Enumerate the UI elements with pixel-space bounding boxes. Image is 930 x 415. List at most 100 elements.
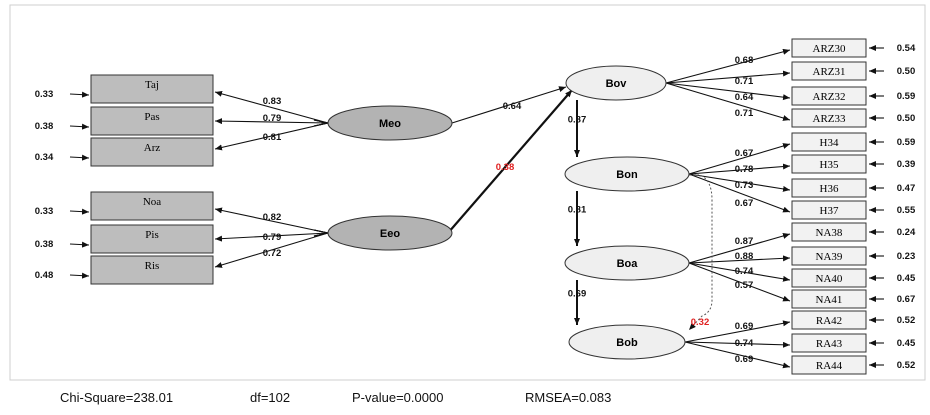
indicator-label-ris: Ris (145, 260, 160, 272)
labels-layer: Taj 0.33 0.83 Pas 0.38 0.79 Arz 0.34 0.81 Noa 0.33… (35, 43, 916, 372)
loading-value-na40: 0.74 (735, 266, 754, 277)
loading-value-arz30: 0.68 (735, 55, 754, 66)
loading-value-arz33: 0.71 (735, 108, 754, 119)
loading-arrow-arz31 (665, 70, 791, 84)
error-value-taj: 0.33 (35, 89, 54, 100)
indicator-label-h35: H35 (820, 159, 839, 171)
error-value-h37: 0.55 (897, 205, 916, 216)
loading-arrow-h35 (688, 163, 791, 175)
error-value-ra42: 0.52 (897, 315, 916, 326)
indicator-box-arz33 (791, 108, 867, 128)
indicator-label-pis: Pis (145, 229, 158, 241)
error-value-arz32: 0.59 (897, 91, 916, 102)
error-arrow-noa (69, 208, 90, 215)
error-arrow-arz (69, 154, 90, 161)
loading-tail (313, 232, 329, 237)
loading-arrow-na41 (688, 262, 791, 302)
indicator-label-h37: H37 (820, 205, 839, 217)
indicator-label-arz32: ARZ32 (813, 91, 846, 103)
error-value-arz30: 0.54 (897, 43, 916, 54)
loading-arrow-noa (214, 207, 329, 234)
loading-value-pas: 0.79 (263, 113, 282, 124)
indicator-box-na41 (791, 289, 867, 309)
indicator-box-na40 (791, 268, 867, 288)
indicator-box-h36 (791, 178, 867, 198)
indicator-label-ra44: RA44 (816, 360, 843, 372)
loading-value-arz32: 0.64 (735, 92, 754, 103)
fit-p-value: P-value=0.0000 (352, 390, 443, 405)
loading-arrow-pis (214, 232, 329, 242)
latent-label-bov: Bov (606, 78, 628, 90)
error-value-na39: 0.23 (897, 251, 916, 262)
indicator-label-h34: H34 (820, 137, 839, 149)
loading-value-taj: 0.83 (263, 96, 282, 107)
loading-value-h34: 0.67 (735, 148, 754, 159)
loading-arrow-arz33 (665, 82, 791, 121)
indicator-box-ra43 (791, 333, 867, 353)
latent-label-bob: Bob (616, 337, 638, 349)
path-boa-bob-coef: 0.69 (568, 289, 587, 300)
loading-arrow-ra42 (684, 320, 791, 343)
loading-arrow-h37 (688, 173, 791, 213)
indicator-box-pis (90, 224, 214, 254)
indicator-label-taj: Taj (145, 79, 159, 91)
latent-label-bon: Bon (616, 169, 638, 181)
loading-value-arz: 0.81 (263, 132, 282, 143)
indicator-box-taj (90, 74, 214, 104)
loading-tail (313, 229, 329, 234)
loading-arrow-arz (214, 122, 329, 151)
indicator-label-arz31: ARZ31 (813, 66, 846, 78)
indicator-label-ra42: RA42 (816, 315, 842, 327)
path-bov-bon-coef: 0.87 (568, 115, 587, 126)
fit-df: df=102 (250, 390, 290, 405)
latent-boa (564, 245, 690, 281)
loading-value-ris: 0.72 (263, 248, 282, 259)
loading-value-h37: 0.67 (735, 198, 754, 209)
indicator-box-ra44 (791, 355, 867, 375)
loading-arrow-pas (214, 118, 329, 125)
error-value-ra44: 0.52 (897, 360, 916, 371)
indicator-label-na39: NA39 (816, 251, 843, 263)
loading-tail (313, 119, 329, 124)
indicator-box-arz32 (791, 86, 867, 106)
loading-arrow-na39 (688, 255, 791, 264)
error-value-ra43: 0.45 (897, 338, 916, 349)
loading-value-ra44: 0.69 (735, 354, 754, 365)
error-value-h35: 0.39 (897, 159, 916, 170)
loading-arrow-arz30 (665, 48, 791, 84)
loading-value-ra42: 0.69 (735, 321, 754, 332)
error-value-ris: 0.48 (35, 270, 54, 281)
error-value-pis: 0.38 (35, 239, 54, 250)
path-meo-bov-coef: 0.64 (503, 101, 522, 112)
error-value-arz31: 0.50 (897, 66, 916, 77)
indicator-box-arz (90, 137, 214, 167)
indicator-label-arz: Arz (144, 142, 161, 154)
path-bon-boa-coef: 0.81 (568, 205, 587, 216)
loading-arrow-na38 (688, 233, 791, 264)
loading-arrow-na40 (688, 262, 791, 282)
edges-layer (69, 45, 884, 369)
latent-bov (565, 65, 667, 101)
loading-arrow-ra43 (684, 341, 791, 348)
loading-tail (313, 122, 329, 127)
fit-rmsea: RMSEA=0.083 (525, 390, 611, 405)
indicator-box-h34 (791, 132, 867, 152)
latent-label-eeo: Eeo (380, 228, 400, 240)
latent-bob (568, 324, 686, 360)
path-bon-bob (688, 174, 713, 331)
indicator-label-arz30: ARZ30 (813, 43, 847, 55)
indicator-label-h36: H36 (820, 183, 839, 195)
frame-border (9, 4, 926, 381)
indicator-label-na41: NA41 (816, 294, 843, 306)
error-value-pas: 0.38 (35, 121, 54, 132)
indicator-box-arz30 (791, 38, 867, 58)
loading-value-h36: 0.73 (735, 180, 754, 191)
latent-bon (564, 156, 690, 192)
loading-arrow-ris (214, 232, 329, 268)
loading-value-arz31: 0.71 (735, 76, 754, 87)
error-value-h36: 0.47 (897, 183, 916, 194)
indicator-box-pas (90, 106, 214, 136)
error-value-arz33: 0.50 (897, 113, 916, 124)
indicator-box-ris (90, 255, 214, 285)
indicator-label-na40: NA40 (816, 273, 843, 285)
